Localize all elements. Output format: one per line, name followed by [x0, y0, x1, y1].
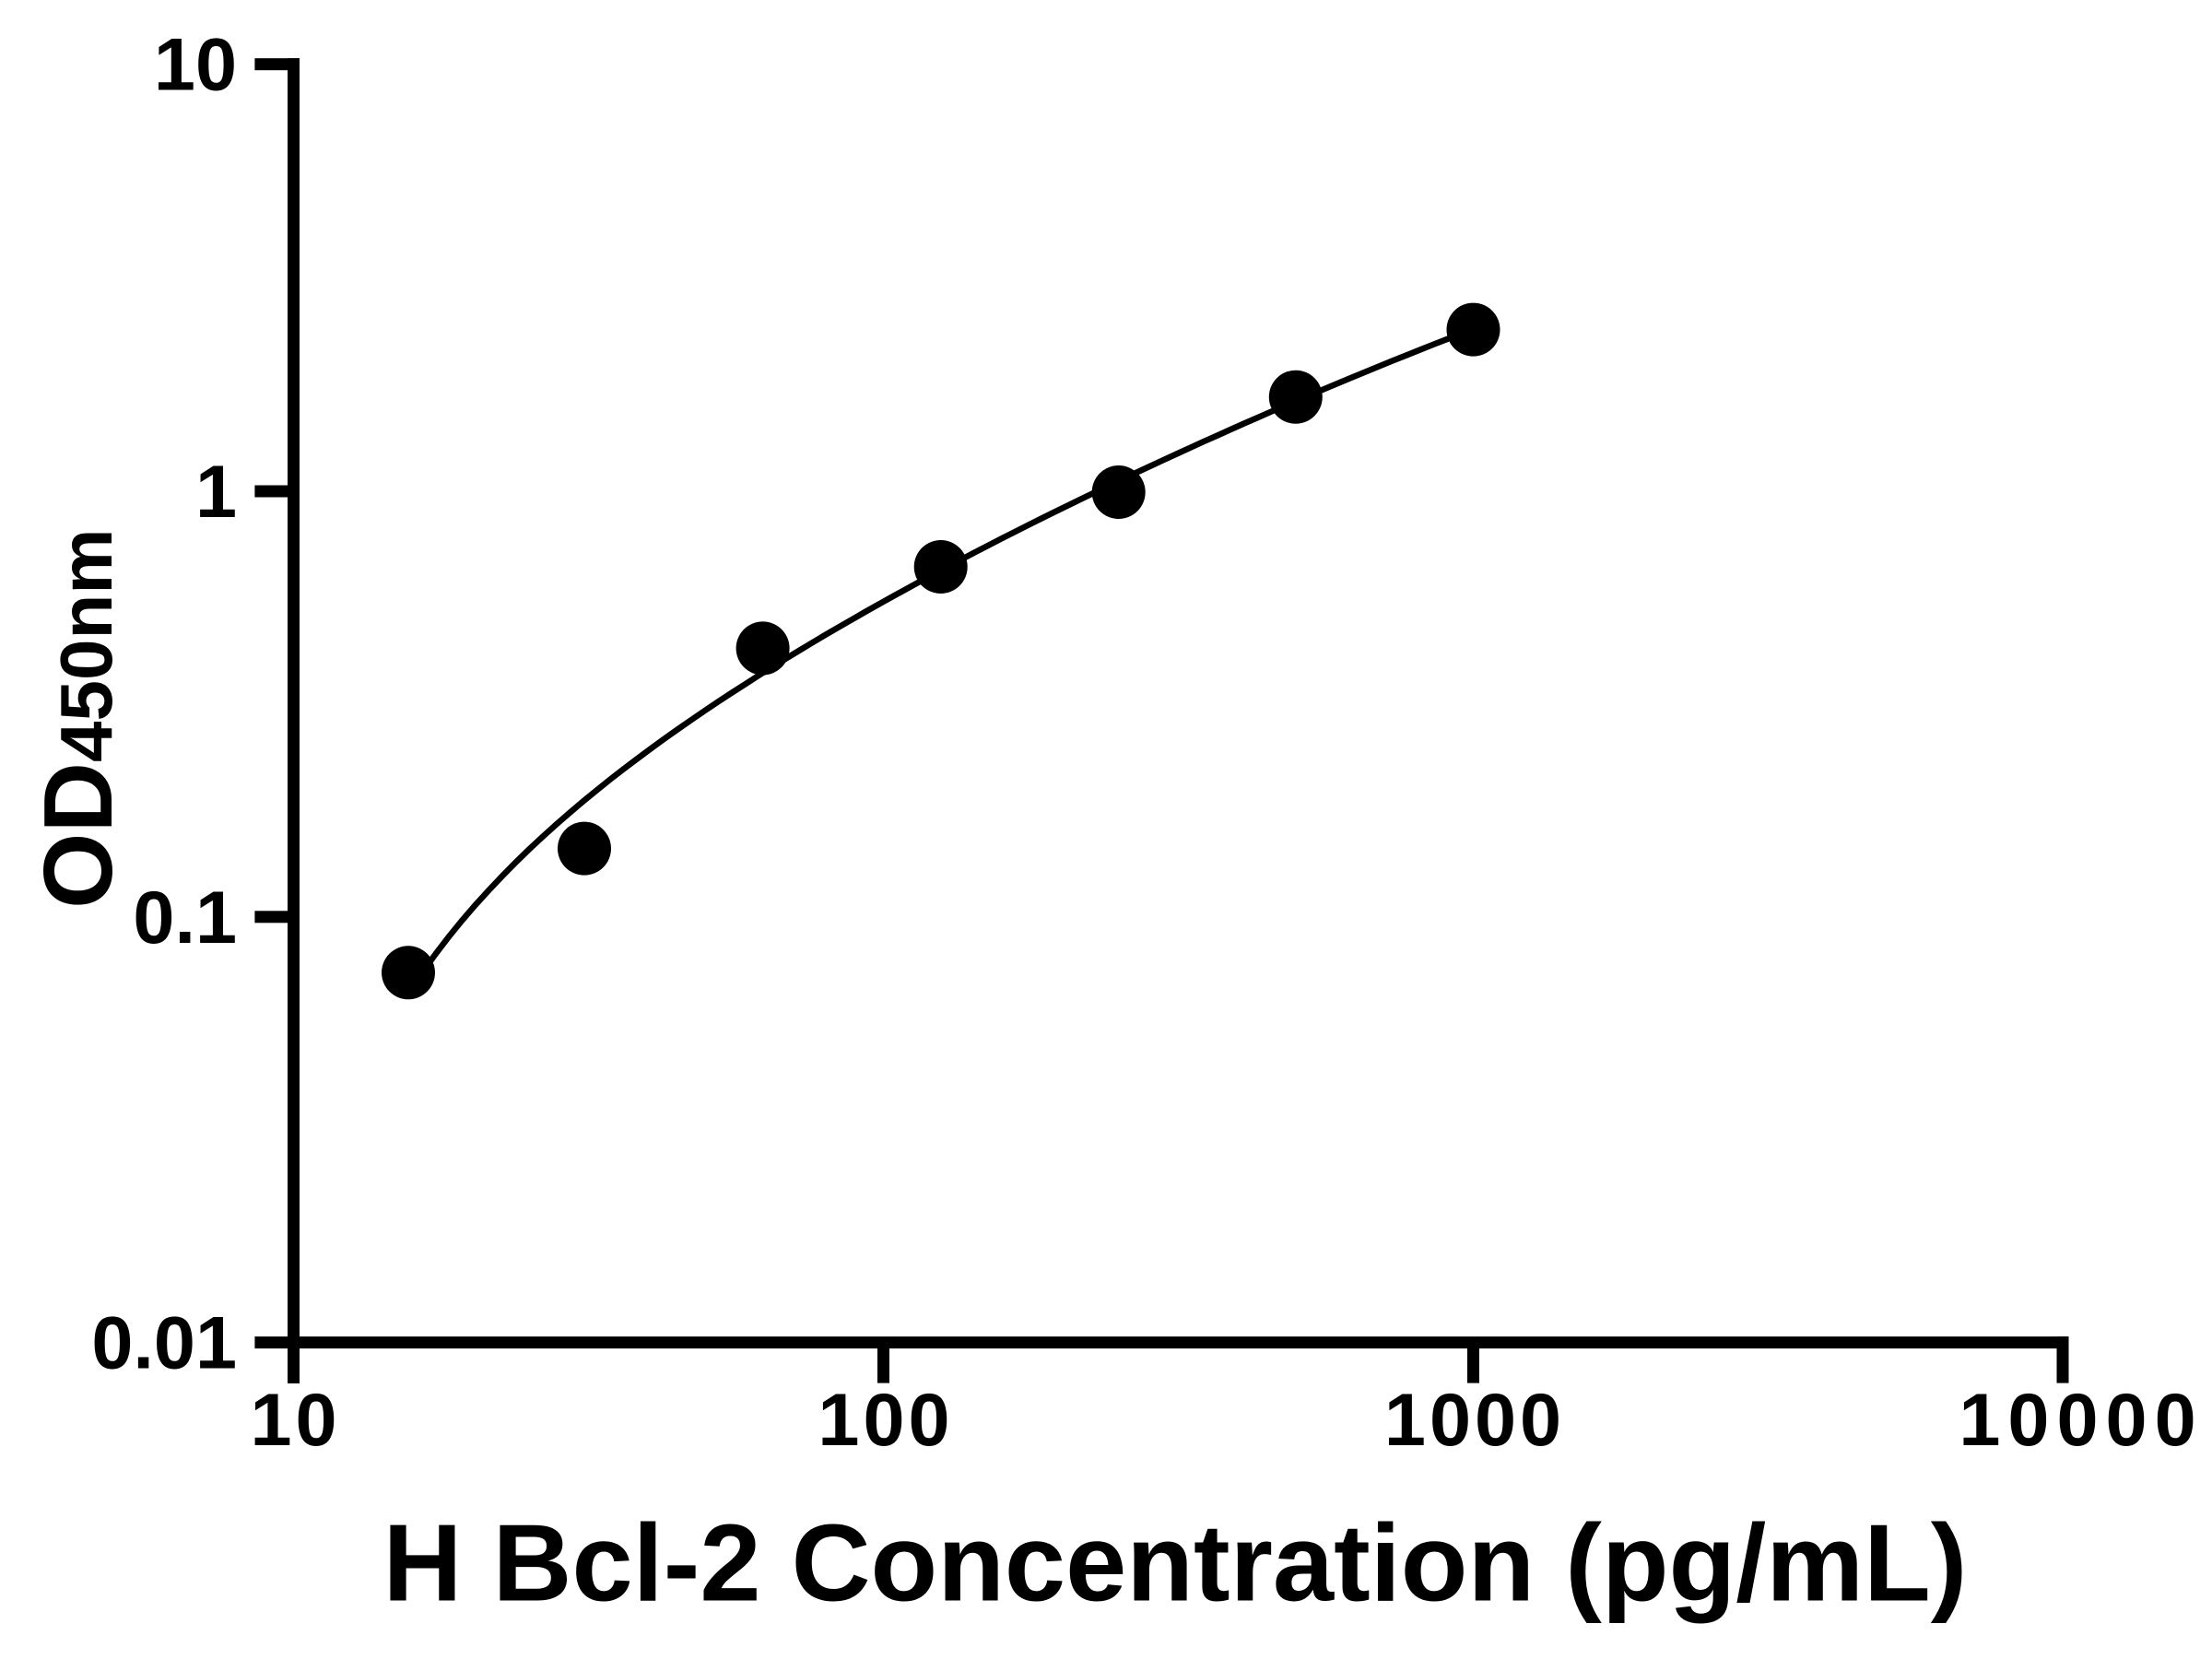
svg-text:H Bcl-2 Concentration (pg/mL): H Bcl-2 Concentration (pg/mL): [383, 1502, 1968, 1625]
svg-text:10: 10: [154, 24, 237, 107]
svg-text:10: 10: [250, 1379, 340, 1462]
svg-text:1: 1: [195, 451, 237, 534]
svg-text:1000: 1000: [1384, 1379, 1565, 1462]
svg-text:0.1: 0.1: [133, 877, 237, 959]
svg-text:OD450nm: OD450nm: [24, 529, 133, 909]
svg-text:100: 100: [818, 1379, 953, 1462]
svg-text:0.01: 0.01: [91, 1302, 237, 1385]
svg-text:10000: 10000: [1959, 1379, 2203, 1462]
